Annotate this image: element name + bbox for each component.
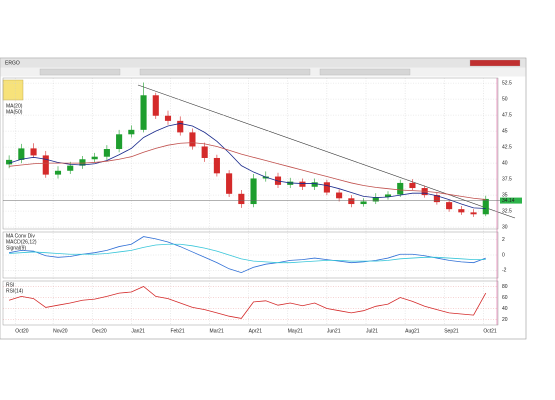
x-tick-label: Jan21	[131, 328, 145, 334]
candle-body	[348, 198, 355, 205]
candle-body	[6, 159, 13, 165]
candle-body	[140, 95, 147, 130]
candle-body	[18, 148, 25, 160]
legend-entry: MA(20)	[6, 103, 23, 109]
candle-body	[91, 156, 98, 160]
y-tick-label: 2	[502, 237, 505, 243]
window-frame	[0, 57, 527, 340]
y-tick-label: 37.5	[502, 176, 512, 182]
x-tick-label: Aug21	[405, 328, 420, 334]
panel-title: RSI	[6, 282, 14, 288]
x-tick-label: Mar21	[210, 328, 224, 334]
panel	[2, 77, 499, 230]
candle-body	[164, 115, 172, 121]
candle-body	[30, 148, 37, 156]
toolbar-button[interactable]	[319, 68, 411, 76]
candle-body	[226, 173, 233, 194]
candle-body	[250, 178, 257, 205]
candle-body	[446, 202, 453, 210]
toolbar-button[interactable]	[139, 68, 311, 76]
candle-body	[54, 170, 62, 175]
candle-body	[433, 195, 440, 203]
candle-body	[42, 155, 49, 175]
candle-body	[409, 182, 416, 189]
candle-body	[79, 159, 86, 166]
series-line	[8, 286, 487, 319]
candle-body	[311, 182, 318, 187]
y-tick-label: -2	[502, 268, 507, 274]
x-tick-label: May21	[288, 328, 303, 334]
candle-body	[67, 165, 74, 171]
panel-title: MA Conv Div	[6, 233, 35, 239]
y-tick-label: 50	[502, 96, 508, 102]
x-tick-label: Feb21	[170, 328, 184, 334]
y-tick-label: 30	[502, 224, 508, 230]
y-tick-label: 0	[502, 252, 505, 258]
candle-body	[103, 149, 110, 157]
series-line	[9, 236, 486, 274]
title-bar	[0, 58, 526, 68]
series-line	[8, 123, 486, 209]
y-tick-label: 42.5	[502, 144, 512, 150]
x-tick-label: Apr21	[249, 328, 263, 334]
candle-body	[372, 197, 379, 202]
y-tick-label: 35	[502, 192, 508, 198]
series-line	[9, 142, 486, 200]
x-tick-label: Dec20	[92, 328, 107, 334]
candle-body	[482, 198, 489, 215]
candle-body	[384, 194, 392, 198]
x-tick-label: Jul21	[366, 328, 378, 334]
candle-body	[299, 181, 306, 187]
legend-entry: MACD(26,12)	[6, 239, 37, 245]
candle-body	[238, 193, 245, 205]
x-tick-label: Oct21	[483, 328, 497, 334]
candle-body	[397, 182, 404, 195]
last-price-box	[500, 197, 522, 204]
candle-body	[213, 157, 220, 174]
candle-body	[470, 212, 477, 215]
legend-entry: RSI(14)	[6, 288, 24, 294]
candle-body	[189, 132, 196, 147]
candle-body	[177, 120, 184, 133]
y-tick-label: 40	[502, 160, 508, 166]
y-tick-label: 52.5	[502, 80, 512, 86]
candle-body	[116, 134, 123, 150]
candle-body	[458, 209, 465, 213]
y-tick-label: 80	[502, 284, 508, 290]
last-price-label: 34.14	[502, 198, 515, 204]
toolbar-buttons[interactable]	[39, 59, 521, 76]
symbol-label: ERGO	[5, 60, 20, 66]
x-tick-label: Sep21	[444, 328, 459, 334]
candle-body	[323, 182, 330, 193]
legend-entry: MA(50)	[6, 109, 23, 115]
y-tick-label: 32.5	[502, 208, 512, 214]
candle-body	[336, 192, 343, 199]
candle-body	[152, 95, 159, 116]
y-tick-label: 20	[502, 317, 508, 323]
y-tick-label: 60	[502, 295, 508, 301]
toolbar-button[interactable]	[39, 68, 121, 76]
x-tick-label: Oct20	[15, 328, 29, 334]
panel	[2, 280, 499, 326]
candle-body	[128, 129, 135, 135]
x-tick-label: Jun21	[327, 328, 341, 334]
x-tick-label: Nov20	[53, 328, 68, 334]
candle-body	[201, 146, 208, 158]
trend-line	[137, 84, 516, 219]
legend-entry: Signal(9)	[6, 245, 26, 251]
candle-body	[360, 201, 367, 205]
y-tick-label: 40	[502, 306, 508, 312]
toolbar-button[interactable]	[469, 59, 521, 67]
y-tick-label: 45	[502, 128, 508, 134]
y-tick-label: 47.5	[502, 112, 512, 118]
series-line	[9, 243, 486, 264]
